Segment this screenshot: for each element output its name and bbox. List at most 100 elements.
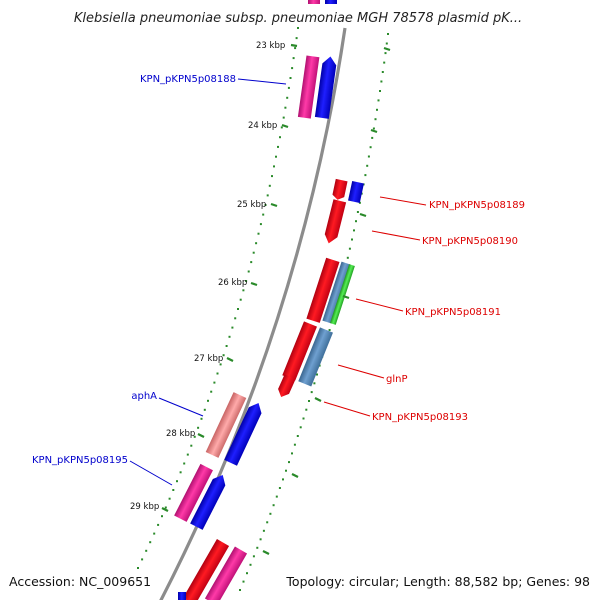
gene-label-glnP: glnP [386,374,408,385]
map-title: Klebsiella pneumoniae subsp. pneumoniae … [74,11,522,26]
tick-dot [249,563,252,566]
tick-dot [256,546,259,549]
tick-dot [259,223,262,226]
tick-dot [284,106,287,109]
tick-dot [273,165,275,168]
tick-dot [384,52,387,55]
tick-dot [141,558,144,561]
tick-dot [213,381,216,384]
tick-dot [387,33,389,35]
tick-dot [203,408,206,411]
tick-dot [295,37,298,40]
tick-dot [383,61,386,64]
tick-dot [228,335,231,338]
tick-dot [262,213,265,216]
tick-dot [197,426,200,429]
gene-blue-partial [325,0,337,4]
tick-dot [252,251,255,254]
tick-dot [278,487,281,489]
tick-dot [372,127,375,130]
tick-dot [369,146,372,149]
tick-dot [145,549,148,552]
tick-dot [291,67,294,70]
tick-dot [234,317,237,320]
gene-label-08195: KPN_pKPN5p08195 [32,455,128,466]
tick-dot [268,184,271,187]
tick-dot [237,308,239,310]
gene-blue-08195 [190,475,226,530]
tick-dot [367,155,370,158]
gene-magenta-08188 [297,55,320,119]
tick-dot [371,136,374,139]
tick-dot [305,408,308,411]
tick-dot [272,504,275,507]
gene-blue-08189 [348,180,364,204]
gene-red-08191 [306,257,340,323]
tick-dot [292,57,295,60]
tick-dot [168,497,171,500]
leader-lines [129,78,427,486]
tick-dot [149,541,152,544]
tick-dot [172,489,175,491]
tick-dot [348,247,351,250]
tick-dot [242,289,245,292]
tick-dot [364,174,367,177]
tick-dot [255,242,258,245]
gene-labels: KPN_pKPN5p08188 KPN_pKPN5p08189 KPN_pKPN… [32,74,525,466]
gene-magenta-bottom [204,546,248,600]
gene-label-aphA: aphA [131,391,157,402]
tick-dot [377,99,380,102]
gene-label-08189: KPN_pKPN5p08189 [429,200,525,211]
gene-red-bottom [182,539,230,600]
tick-label: 28 kbp [166,429,195,439]
tick-dot [296,435,299,437]
tick-dot [210,390,213,393]
tick-dot [299,426,302,429]
tick-dot [310,391,313,394]
tick-dot [262,529,265,532]
tick-dot [259,538,262,541]
tick-dot [193,435,196,438]
tick-dot [328,329,331,331]
tick-dot [280,126,283,129]
tick-dot [355,220,357,223]
tick-dot [153,532,156,535]
tick-dot [366,164,369,167]
tick-dot [137,567,139,569]
tick-dot [176,480,178,483]
gene-red-glnP [282,321,317,381]
tick-dot [245,280,248,282]
tick-label: 24 kbp [248,121,277,131]
tick-dot [216,372,219,375]
tick-dot [293,443,296,446]
gene-red-08193 [278,374,296,397]
tick-dot [376,108,378,111]
tick-dot [291,452,293,455]
tick-dot-tracks [137,27,389,591]
tick-label: 23 kbp [256,41,285,51]
tick-dot [231,326,234,329]
tick-dot [222,354,225,357]
tick-dot [277,145,279,148]
tick-dot [264,204,267,206]
tick-dot [190,444,193,447]
tick-dot [164,506,167,509]
tick-dot [381,71,384,73]
tick-label: 25 kbp [237,200,266,210]
tick-dot [356,211,359,213]
gene-blue-bottom [178,592,186,600]
tick-dot [379,90,381,92]
tick-dot [282,116,285,119]
gene-blue-08188 [314,56,337,119]
tick-label: 27 kbp [194,354,223,364]
tick-dot [266,521,269,524]
tick-dot [313,382,316,385]
tick-dot [161,515,163,518]
gene-steel-glnP [298,327,333,387]
gene-blue-aphA [224,402,262,466]
tick-dot [239,298,242,301]
tick-label: 26 kbp [218,278,247,288]
tick-dot [257,232,260,235]
tick-dot [374,118,377,121]
